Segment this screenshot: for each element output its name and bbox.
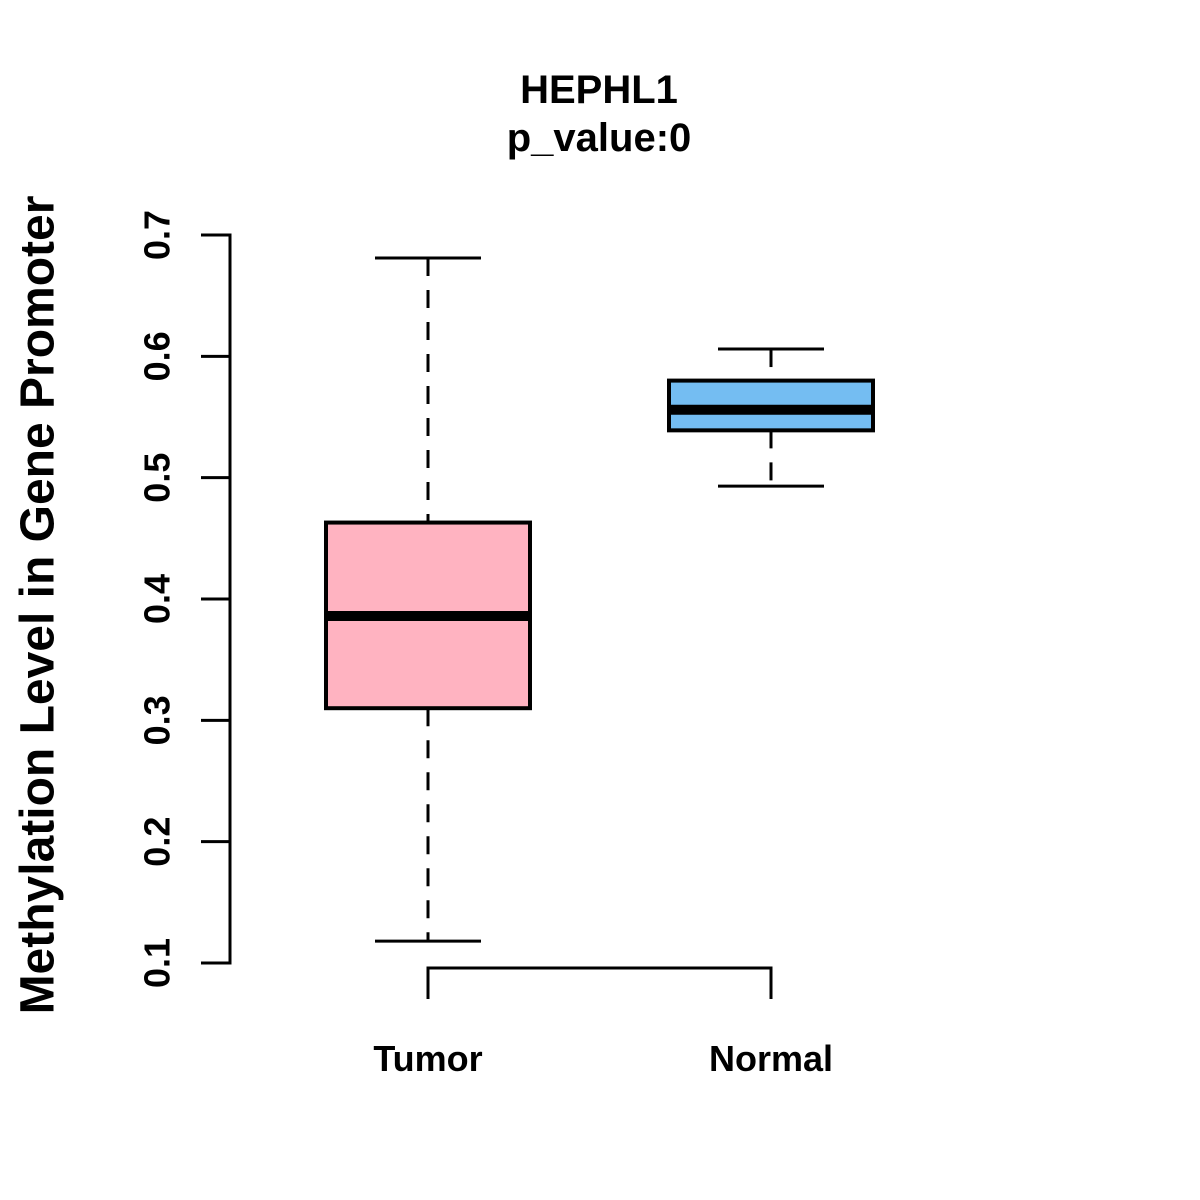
x-category-label-tumor: Tumor — [373, 1038, 483, 1079]
y-axis-tick-label: 0.1 — [137, 938, 178, 988]
y-axis-tick-label: 0.3 — [137, 695, 178, 745]
chart-title: HEPHL1 — [520, 68, 678, 112]
y-axis-tick-label: 0.2 — [137, 817, 178, 867]
y-axis-tick-label: 0.4 — [137, 574, 178, 624]
chart-subtitle: p_value:0 — [506, 116, 692, 160]
y-axis-tick-label: 0.7 — [137, 210, 178, 260]
y-axis-tick-label: 0.6 — [137, 331, 178, 381]
y-axis-tick-label: 0.5 — [137, 453, 178, 503]
x-axis-line — [426, 966, 773, 999]
x-category-label-normal: Normal — [708, 1038, 834, 1079]
